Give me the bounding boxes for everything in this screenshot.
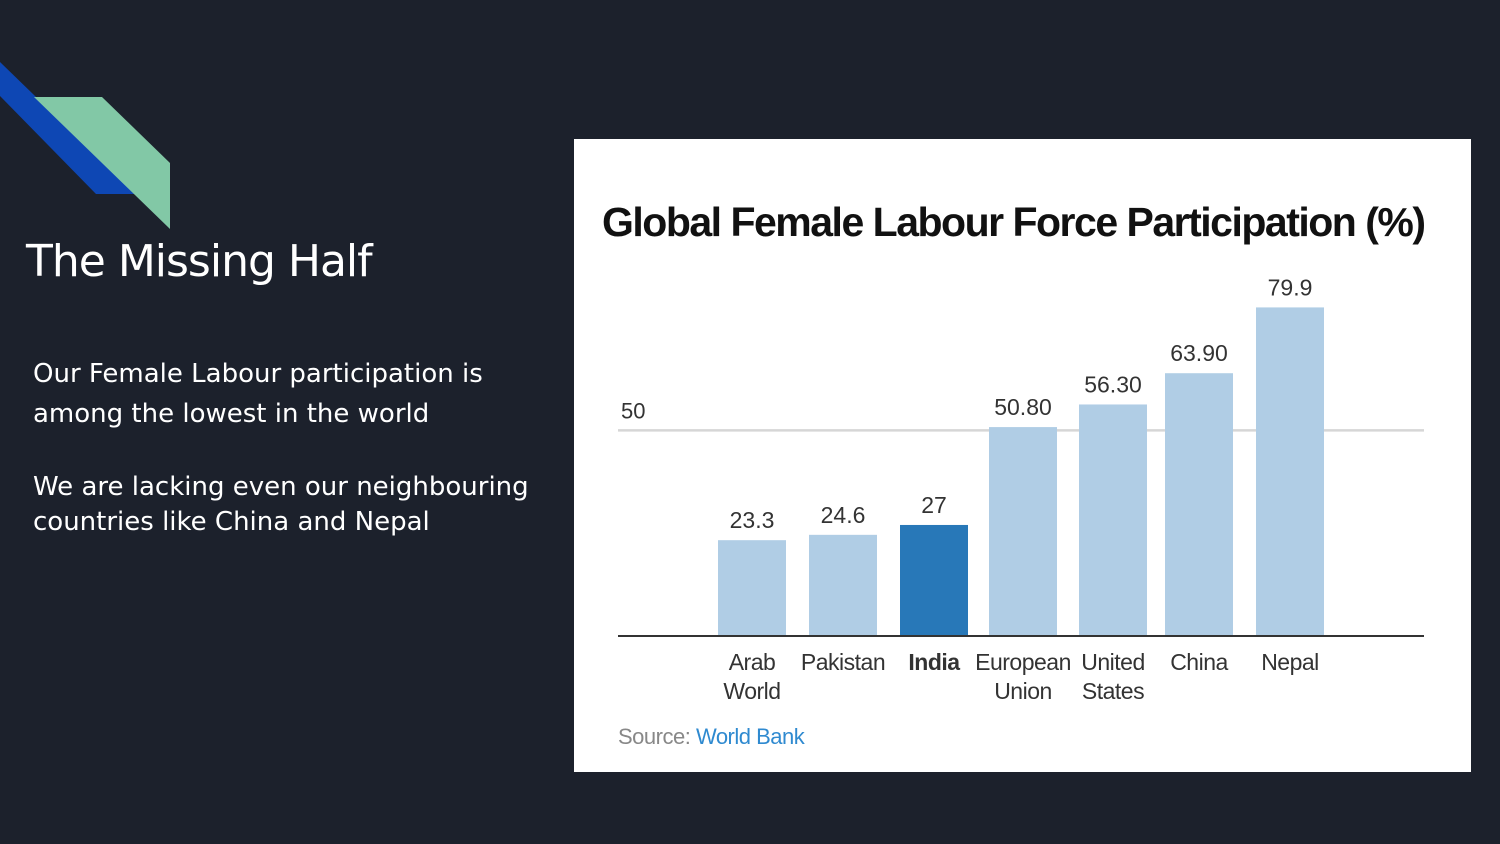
bar-india: [900, 524, 968, 636]
category-label-arab-world-line-2: World: [723, 678, 780, 704]
category-label-arab-world-line-1: Arab: [729, 649, 776, 675]
category-label-pakistan: Pakistan: [801, 649, 885, 675]
category-label-india: India: [908, 649, 960, 675]
body-paragraph-1: Our Female Labour participation is among…: [33, 359, 483, 429]
value-label-nepal: 79.9: [1268, 274, 1313, 300]
value-label-india: 27: [921, 492, 947, 518]
value-label-european-union: 50.80: [994, 394, 1052, 420]
category-label-nepal: Nepal: [1261, 649, 1319, 675]
value-label-united-states: 56.30: [1084, 371, 1142, 397]
chart-source: Source: World Bank: [618, 724, 805, 750]
chart-title: Global Female Labour Force Participation…: [602, 199, 1426, 245]
source-link[interactable]: World Bank: [695, 724, 805, 749]
category-label-united-states-line-2: States: [1082, 678, 1144, 704]
body-paragraph-2: We are lacking even our neighbouring cou…: [33, 472, 529, 537]
category-label-united-states-line-1: United: [1081, 649, 1144, 675]
value-label-pakistan: 24.6: [821, 502, 866, 528]
corner-ribbon-decoration: [0, 62, 170, 229]
value-label-china: 63.90: [1170, 340, 1228, 366]
value-label-arab-world: 23.3: [730, 507, 775, 533]
bar-united-states: [1079, 404, 1147, 636]
reference-line-label: 50: [621, 398, 645, 423]
category-label-china: China: [1170, 649, 1228, 675]
bar-chart: 50 23.3 24.6 27 50.80 56.30 63.90 79.9 Arab World…: [618, 274, 1424, 704]
bar-european-union: [989, 427, 1057, 636]
category-label-european-union-line-1: European: [975, 649, 1071, 675]
category-label-european-union-line-2: Union: [994, 678, 1052, 704]
bar-pakistan: [809, 534, 877, 636]
bar-arab-world: [718, 540, 786, 636]
bar-nepal: [1256, 307, 1324, 636]
source-label: Source:: [618, 724, 691, 749]
slide-title: The Missing Half: [26, 236, 373, 287]
bar-china: [1165, 373, 1233, 636]
chart-card: Global Female Labour Force Participation…: [574, 139, 1471, 772]
